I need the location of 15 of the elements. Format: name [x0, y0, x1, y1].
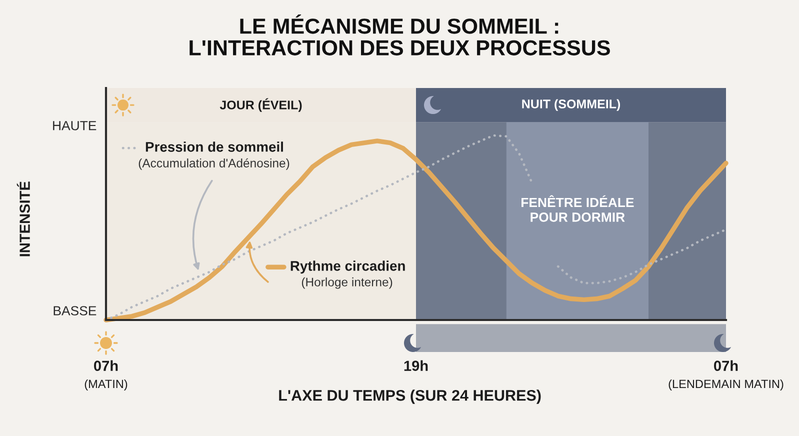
y-axis-title: INTENSITÉ [16, 182, 30, 256]
band-label: JOUR (ÉVEIL) [220, 98, 302, 112]
text: BASSE [54, 306, 96, 316]
text: HAUTE [53, 121, 96, 130]
text: (LENDEMAIN MATIN) [668, 379, 784, 390]
legend-label: Rythme circadien (Horloge interne) [290, 260, 405, 289]
chart-title: LE MÉCANISME DU SOMMEIL : L'INTERACTION DES DEUX PROCESSUS [190, 14, 610, 56]
x-axis-title: L'AXE DU TEMPS (SUR 24 HEURES) [279, 390, 541, 404]
text: (MATIN) [84, 379, 128, 390]
x-tick-label: 07h [94, 360, 118, 371]
x-tick-label: 19h [404, 360, 428, 371]
x-tick-label: 07h [714, 360, 738, 371]
legend-label: Pression de sommeil (Accumulation d'Adénosine) [138, 142, 290, 170]
annotation: FENÊTRE IDÉALE POUR DORMIR [522, 195, 634, 222]
text: NUIT (SOMMEIL) [522, 99, 620, 111]
